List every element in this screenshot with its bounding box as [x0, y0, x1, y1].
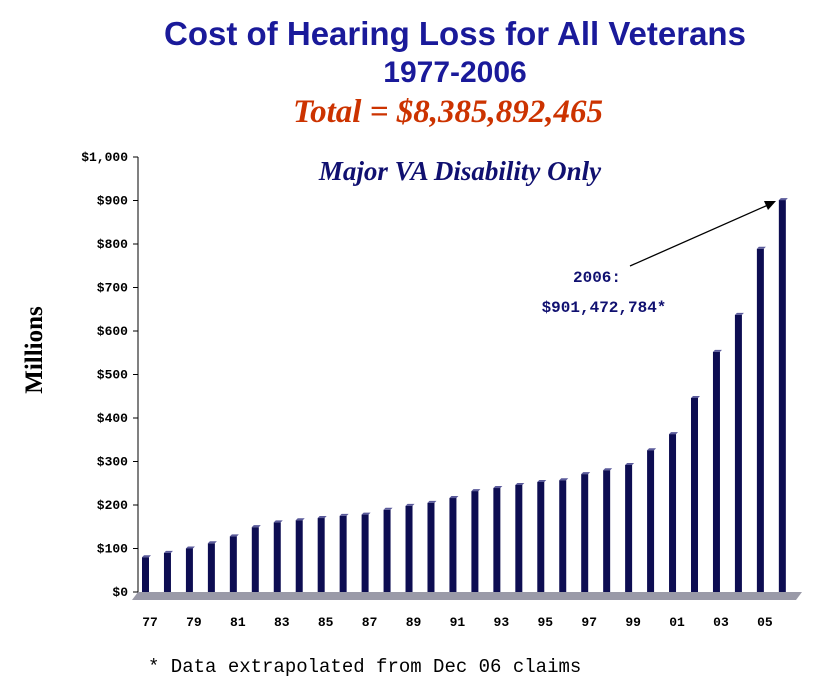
bar	[383, 509, 391, 592]
x-tick-label: 01	[669, 615, 685, 630]
bar-top	[383, 507, 393, 510]
bar-top	[339, 513, 349, 516]
footnote: * Data extrapolated from Dec 06 claims	[148, 656, 581, 678]
x-tick-label: 97	[581, 615, 597, 630]
bar-top	[625, 462, 635, 465]
bar	[185, 548, 193, 592]
bar	[712, 351, 720, 592]
bar-top	[647, 448, 657, 451]
bar	[273, 522, 281, 592]
bar-top	[361, 512, 371, 515]
callout-year: 2006:	[573, 269, 621, 287]
y-axis-label: Millions	[21, 306, 48, 394]
bar	[142, 557, 149, 592]
floor	[132, 592, 802, 600]
bar	[471, 491, 479, 592]
bar	[559, 480, 567, 592]
x-tick-label: 87	[362, 615, 378, 630]
bar	[427, 502, 435, 592]
x-tick-label: 79	[186, 615, 202, 630]
bar-top	[581, 472, 591, 475]
bar-top	[229, 534, 239, 537]
x-tick-label: 77	[142, 615, 158, 630]
bar-top	[295, 518, 305, 521]
bar	[339, 515, 347, 592]
bar-top	[559, 478, 569, 481]
total: Total = $8,385,892,465	[293, 94, 603, 130]
bar-top	[778, 198, 788, 201]
x-tick-label: 93	[494, 615, 510, 630]
chart-title: Cost of Hearing Loss for All Veterans	[164, 15, 746, 52]
callout-arrow	[629, 204, 769, 267]
x-tick-label: 91	[450, 615, 466, 630]
chart-subtitle: 1977-2006	[383, 56, 526, 89]
bar	[669, 434, 677, 592]
bar-top	[493, 486, 503, 489]
bar-top	[207, 541, 217, 544]
bar-top	[515, 482, 525, 485]
x-tick-label: 05	[757, 615, 773, 630]
bar-top	[405, 503, 415, 506]
x-tick-label: 83	[274, 615, 290, 630]
bar-top	[449, 496, 459, 499]
x-tick-label: 81	[230, 615, 246, 630]
bar-top	[273, 520, 283, 523]
bar	[229, 536, 237, 592]
bar-top	[691, 395, 700, 398]
y-tick-label: $600	[97, 324, 128, 339]
y-tick-label: $100	[97, 542, 128, 557]
bar	[581, 474, 589, 592]
bar-top	[669, 432, 679, 435]
bar	[691, 397, 698, 592]
y-tick-label: $1,000	[81, 150, 128, 165]
bar	[207, 543, 215, 592]
bar	[251, 527, 259, 592]
bar	[317, 518, 325, 592]
bar	[405, 505, 413, 592]
bar	[361, 514, 369, 592]
bar-top	[734, 312, 744, 315]
bar	[734, 314, 742, 592]
callout-value: $901,472,784*	[542, 299, 667, 317]
y-tick-label: $500	[97, 368, 128, 383]
bar-top	[163, 550, 173, 553]
y-tick-label: $200	[97, 498, 128, 513]
x-tick-label: 89	[406, 615, 422, 630]
bar-top	[603, 468, 613, 471]
y-tick-label: $400	[97, 411, 128, 426]
bar-top	[537, 479, 547, 482]
bar	[756, 248, 764, 592]
y-tick-label: $300	[97, 455, 128, 470]
x-tick-label: 85	[318, 615, 334, 630]
y-tick-label: $700	[97, 281, 128, 296]
bar-top	[427, 500, 437, 503]
bar	[515, 484, 523, 592]
bar	[163, 552, 171, 592]
bar-top	[712, 349, 722, 352]
y-tick-label: $800	[97, 237, 128, 252]
bar	[603, 470, 611, 592]
x-tick-label: 99	[625, 615, 641, 630]
annotation-title: Major VA Disability Only	[318, 156, 602, 186]
bar	[449, 498, 457, 592]
bar	[295, 520, 303, 592]
bar	[778, 200, 786, 592]
arrow-head	[764, 201, 776, 210]
y-tick-label: $900	[97, 194, 128, 209]
x-tick-label: 03	[713, 615, 729, 630]
y-tick-label: $0	[112, 585, 128, 600]
bar-top	[471, 489, 481, 492]
bar	[493, 488, 501, 592]
bar-top	[756, 246, 766, 249]
bar	[625, 464, 633, 592]
bar-top	[185, 546, 195, 549]
x-tick-label: 95	[537, 615, 553, 630]
bar-top	[317, 516, 327, 519]
bar-top	[251, 525, 261, 528]
bar	[537, 481, 545, 592]
bar	[647, 450, 655, 592]
bar-top	[142, 555, 151, 558]
